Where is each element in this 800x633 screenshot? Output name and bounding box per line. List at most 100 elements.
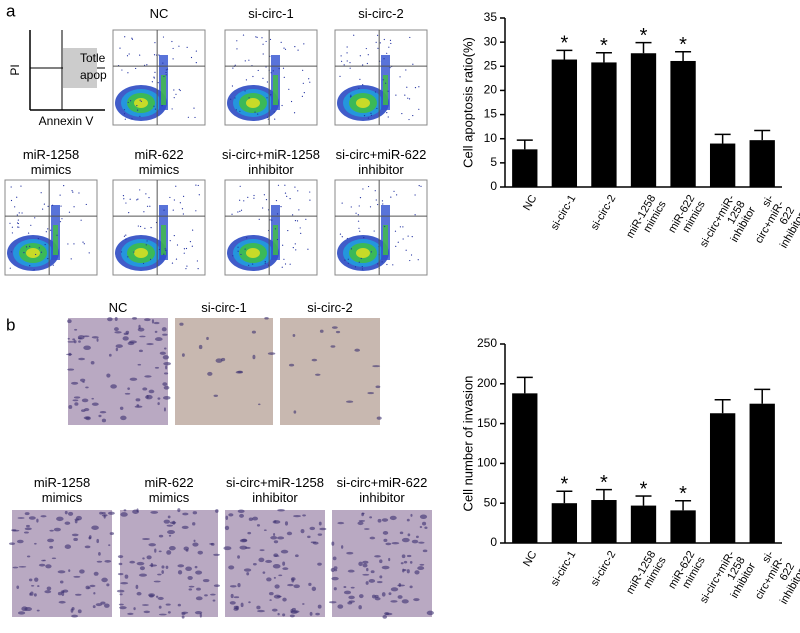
cell [413, 598, 420, 602]
cell [162, 382, 168, 386]
cell [40, 515, 47, 518]
cell [57, 591, 62, 596]
cell-dot [252, 75, 254, 78]
cell [91, 397, 95, 400]
cell [163, 372, 169, 375]
cell-dot [82, 241, 84, 243]
cell-dot [392, 264, 394, 266]
cell-dot [349, 62, 351, 64]
cell [12, 566, 19, 569]
cell [388, 557, 391, 562]
cell-dot [374, 190, 376, 192]
cell-dot [18, 226, 20, 228]
cell [406, 569, 410, 574]
cell-dot [256, 36, 258, 38]
flow-plot [224, 29, 318, 126]
flow-plot [112, 29, 206, 126]
cell-dot [418, 185, 420, 187]
cell-dot [197, 184, 199, 187]
cell [237, 583, 241, 588]
cell [311, 358, 318, 362]
cell [60, 590, 65, 593]
cell [137, 363, 142, 366]
cell [381, 518, 389, 522]
cell [78, 357, 85, 361]
cell-dot [376, 107, 378, 110]
cell [406, 518, 410, 522]
y-tick-label: 20 [484, 83, 498, 97]
cell [57, 570, 66, 574]
cell-dot [127, 72, 129, 74]
cell-dot [261, 37, 263, 39]
cell-dot [153, 105, 155, 107]
cell [331, 326, 338, 329]
cell-dot [17, 219, 19, 221]
cell [144, 318, 151, 322]
cell-dot [154, 108, 157, 110]
cell-dot [119, 47, 121, 49]
cell-dot [186, 46, 188, 48]
cell [143, 610, 151, 614]
cell [109, 532, 115, 535]
cell [384, 612, 390, 616]
cell [150, 510, 159, 514]
cell [167, 515, 171, 519]
cell [167, 611, 171, 614]
cell [319, 527, 327, 531]
cell-dot [309, 199, 311, 201]
cell [268, 591, 274, 596]
cell [153, 580, 161, 583]
cell [270, 535, 278, 540]
cell [146, 343, 154, 346]
cell [101, 514, 108, 517]
plot-title: si-circ+miR-1258 inhibitor [222, 147, 320, 177]
cell-dot [264, 262, 266, 264]
axis-label: PI [8, 64, 22, 75]
cell-dot [151, 81, 153, 83]
cell-dot [231, 213, 233, 215]
cell-dot [340, 55, 342, 57]
cell-dot [362, 188, 364, 190]
cell [358, 519, 366, 522]
cell [138, 349, 143, 353]
cell [181, 525, 189, 530]
cell-dot [128, 212, 130, 214]
cell-dot [284, 192, 287, 194]
cell-dot [172, 47, 174, 50]
image [175, 318, 273, 425]
cell [82, 335, 90, 338]
cell [26, 555, 31, 558]
significance-mark: * [640, 478, 648, 500]
significance-mark: * [600, 472, 608, 494]
cell-dot [420, 185, 422, 187]
cell [239, 513, 244, 518]
cell-dot [145, 244, 147, 246]
cell-dot [393, 190, 395, 192]
cell-dot [139, 54, 141, 56]
cell [44, 590, 52, 594]
cell-dot [149, 258, 152, 260]
cell-dot [194, 116, 196, 119]
cell-dot [47, 205, 49, 207]
cell [350, 586, 355, 589]
cell [122, 336, 129, 341]
cell [424, 526, 428, 530]
cell-dot [136, 109, 139, 111]
cell [11, 529, 17, 532]
cell [107, 511, 115, 515]
cell-dot [182, 213, 184, 215]
cell [185, 549, 189, 552]
cell [389, 515, 397, 521]
cell-streak [53, 225, 58, 255]
cell [118, 562, 123, 566]
cell [88, 536, 91, 540]
cell-dot [407, 97, 409, 99]
cell [206, 336, 209, 340]
cell [251, 330, 256, 334]
cell [309, 526, 316, 531]
cell [127, 612, 134, 615]
cell [74, 593, 82, 596]
cell-dot [382, 79, 384, 81]
cell [181, 615, 185, 619]
cell-dot [47, 228, 49, 230]
